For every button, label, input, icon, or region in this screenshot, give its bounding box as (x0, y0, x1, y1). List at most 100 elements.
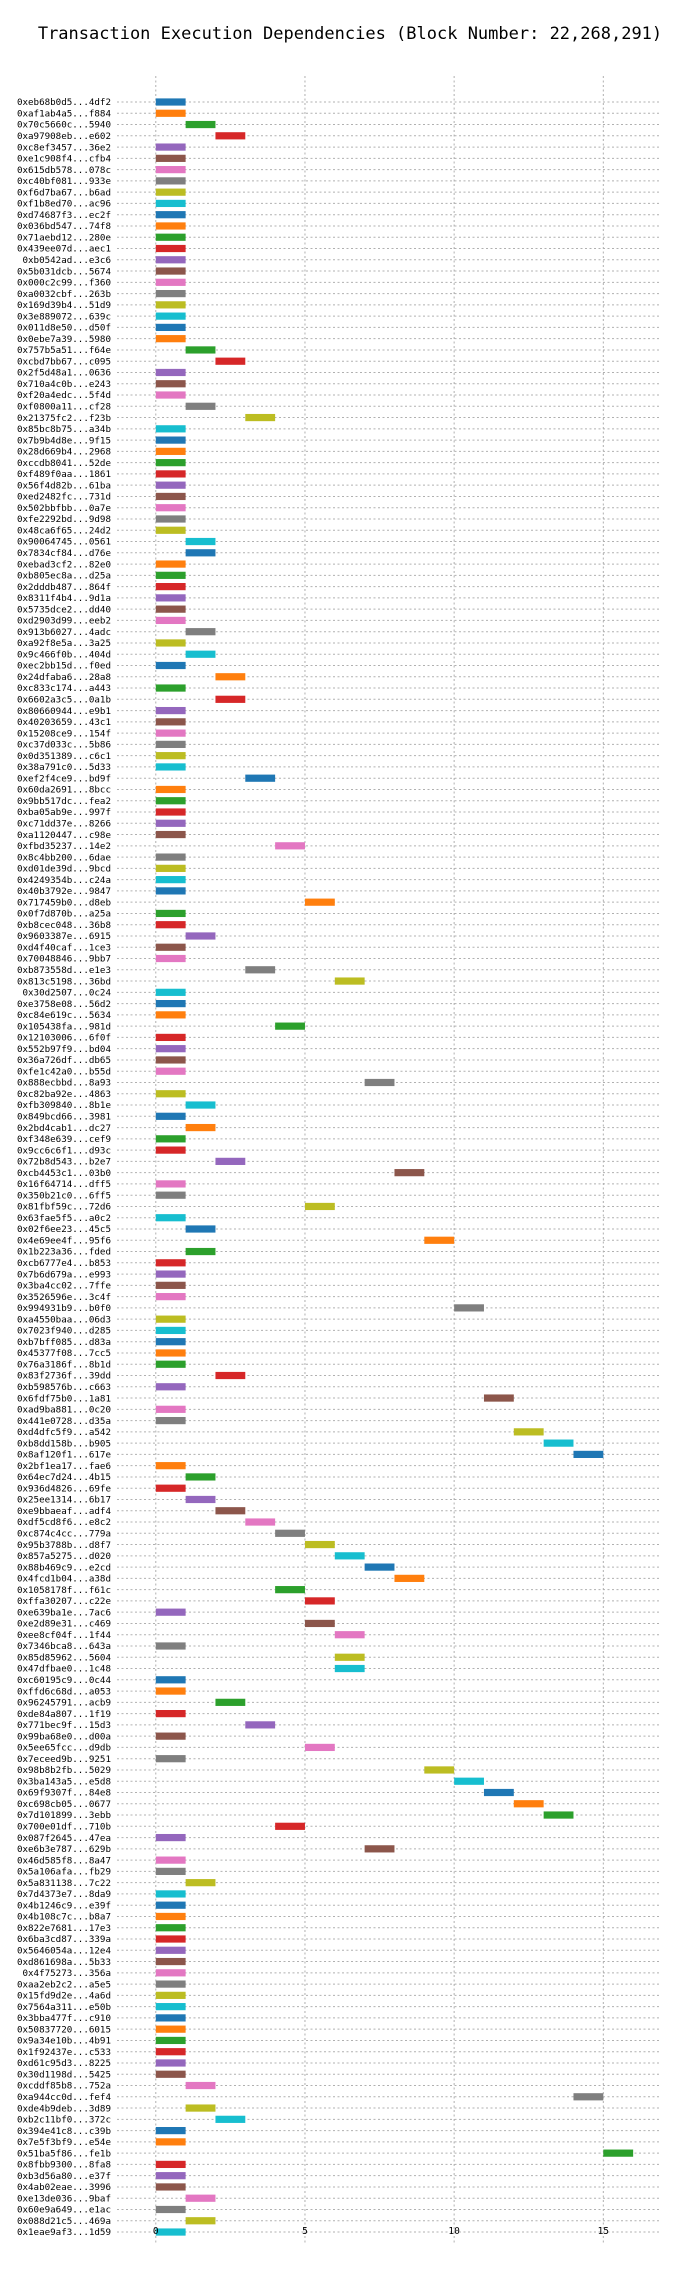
tx-label: 0xc82ba92e...4863 (17, 1089, 111, 1100)
tx-label: 0x9c466f0b...404d (17, 649, 111, 660)
dependency-bar (155, 2036, 186, 2045)
tx-label: 0x2bf1ea17...fae6 (17, 1461, 111, 1472)
tx-label: 0x4249354b...c24a (17, 875, 111, 886)
dependency-bar (155, 616, 186, 625)
tx-label: 0xd4dfc5f9...a542 (17, 1427, 111, 1438)
tx-label: 0x60da2691...8bcc (17, 785, 111, 796)
dependency-bar (155, 1980, 186, 1988)
dependency-bar (155, 1000, 186, 1008)
dependency-bar (155, 447, 186, 455)
tx-label: 0x169d39b4...51d9 (17, 300, 111, 311)
tx-label: 0x849bcd66...3981 (17, 1112, 111, 1123)
tx-label: 0xc71dd37e...8266 (17, 818, 111, 829)
dependency-bar (454, 1304, 484, 1312)
dependency-bar (155, 1067, 186, 1075)
tx-label: 0xffa30207...c22e (17, 1596, 111, 1607)
tx-label: 0x85bc8b75...a34b (17, 424, 111, 435)
dependency-bar (603, 2149, 634, 2157)
dependency-bar (155, 1293, 186, 1301)
dependency-bar (155, 166, 186, 174)
dependency-bar (215, 1157, 246, 1165)
tx-label: 0x36a726df...db65 (17, 1055, 111, 1066)
dependency-bar (155, 481, 186, 489)
dependency-bar (513, 1428, 544, 1436)
tx-label: 0xe13de036...9baf (17, 2193, 111, 2204)
tx-label: 0x4b1246c9...e39f (17, 1900, 111, 1911)
tx-label: 0x2dddb487...864f (17, 582, 111, 593)
tx-label: 0xb598576b...c663 (17, 1382, 111, 1393)
dependency-bar (155, 1281, 186, 1289)
dependency-bar (155, 2003, 186, 2011)
tx-label: 0x95b3788b...d8f7 (17, 1540, 111, 1551)
dependency-bar (364, 1078, 395, 1087)
tx-label: 0x7023f940...d285 (17, 1326, 111, 1337)
tx-label: 0x64ec7d24...4b15 (17, 1472, 111, 1483)
tx-label: 0xb873558d...e1e3 (17, 965, 111, 976)
dependency-bar (155, 2183, 186, 2191)
dependency-bar (155, 154, 186, 162)
dependency-bar (155, 470, 186, 478)
dependency-bar (155, 2059, 186, 2067)
tx-label: 0xd74687f3...ec2f (17, 210, 111, 221)
dependency-bar (155, 1642, 186, 1650)
dependency-bar (573, 1450, 604, 1458)
tx-label: 0xfe1c42a0...b55d (17, 1066, 111, 1077)
dependency-bar (155, 830, 186, 839)
dependency-bar (424, 1766, 455, 1774)
tx-label: 0xc37d033c...5b86 (17, 740, 111, 751)
tx-label: 0xd861698a...5b33 (17, 1957, 111, 1968)
tx-label: 0x8311f4b4...9d1a (17, 593, 111, 604)
tx-label: 0xc833c174...a443 (17, 683, 111, 694)
dependency-bar (155, 571, 186, 579)
tx-label: 0x02f6ee23...45c5 (17, 1224, 111, 1235)
tx-label: 0x56f4d82b...61ba (17, 480, 111, 491)
tx-label: 0x087f2645...47ea (17, 1833, 111, 1844)
tx-label: 0x15208ce9...154f (17, 728, 111, 739)
tx-label: 0x51ba5f86...fe1b (17, 2148, 111, 2159)
dependency-bar (334, 1653, 365, 1661)
tx-label: 0x3ba143a5...e5d8 (17, 1776, 111, 1787)
tx-label: 0x5735dce2...dd40 (17, 604, 111, 615)
dependency-bar (155, 785, 186, 794)
tx-label: 0xfb309840...8b1e (17, 1100, 111, 1111)
dependency-bar (155, 1676, 186, 1684)
dependency-bar (155, 853, 186, 861)
dependency-bar (155, 1259, 186, 1267)
dependency-bar (155, 1687, 186, 1695)
dependency-bar (155, 109, 186, 117)
tx-label: 0x1b223a36...fded (17, 1247, 111, 1258)
dependency-bar (304, 1743, 335, 1752)
dependency-bar (155, 1349, 186, 1357)
tx-label: 0xee8cf04f...1f44 (17, 1630, 112, 1641)
dependency-bar (185, 1473, 216, 1481)
tx-label: 0xd61c95d3...8225 (17, 2058, 111, 2069)
dependency-bar (185, 2217, 216, 2225)
tx-label: 0x4ab02eae...3996 (17, 2182, 111, 2193)
tx-label: 0xb8cec048...36b8 (17, 920, 111, 931)
tx-label: 0x85d85962...5604 (17, 1652, 112, 1663)
dependency-bar (155, 1135, 186, 1143)
tx-label: 0xeb68b0d5...4df2 (17, 97, 111, 108)
tx-label: 0x38a791c0...5d33 (17, 762, 111, 773)
dependency-bar (155, 639, 186, 647)
tx-label: 0x7e5f3bf9...e54e (17, 2137, 111, 2148)
tx-label: 0x502bbfbb...0a7e (17, 503, 111, 514)
tx-label: 0xd2903d99...eeb2 (17, 616, 111, 627)
dependency-bar (155, 1484, 186, 1492)
dependency-bar (155, 289, 186, 298)
dependency-bar (155, 1608, 186, 1616)
dependency-bar (155, 954, 186, 963)
tx-label: 0xde4b9deb...3d89 (17, 2103, 111, 2114)
tx-label: 0xd01de39d...9bcd (17, 864, 111, 875)
dependency-bar (304, 898, 335, 906)
tx-label: 0xed2482fc...731d (17, 492, 111, 503)
tx-label: 0xc8ef3457...36e2 (17, 142, 111, 153)
dependency-bar (155, 1755, 186, 1763)
dependency-bar (155, 233, 186, 241)
dependency-bar (155, 526, 186, 534)
dependency-bar (155, 740, 186, 748)
dependency-bar (155, 1270, 186, 1278)
dependency-bar (215, 2115, 246, 2123)
tx-label: 0xcb6777e4...b853 (17, 1258, 111, 1269)
